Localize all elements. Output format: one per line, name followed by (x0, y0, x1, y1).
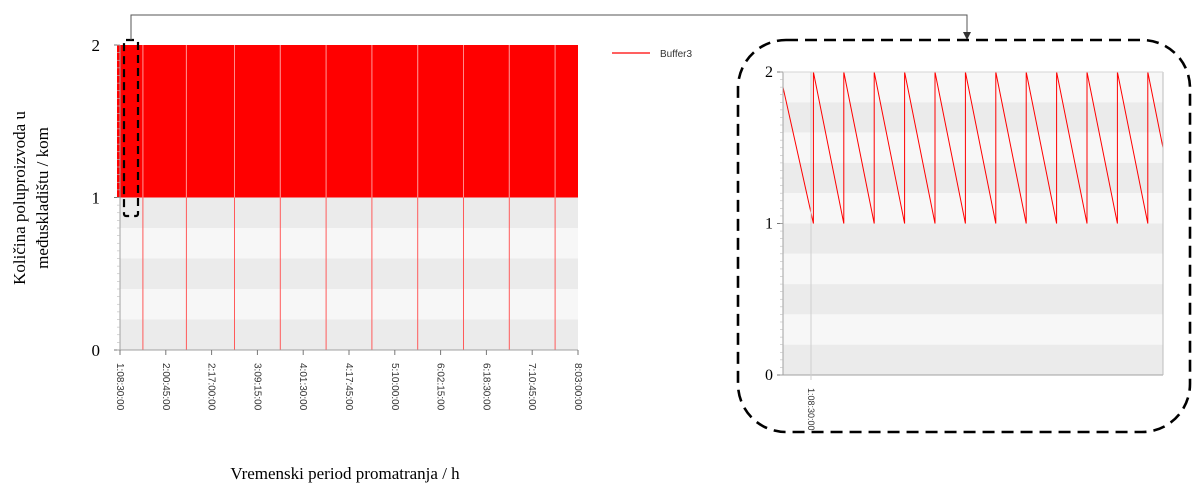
grid-band (783, 193, 1163, 224)
grid-band (783, 284, 1163, 315)
grid-band (783, 314, 1163, 345)
y-tick-label: 0 (92, 341, 101, 360)
y-tick-label: 1 (92, 189, 101, 208)
x-tick-label: 6:18:30:00 (480, 363, 491, 411)
series-buffer3-line (782, 71, 1164, 224)
y-tick-label: 2 (765, 64, 773, 81)
x-tick-label: 1:08:30:00 (114, 363, 125, 411)
zoomed-chart: 0 1 2 1:08:30:00 (736, 38, 1192, 434)
x-tick-label: 2:00:45:00 (160, 363, 171, 411)
grid-band (783, 223, 1163, 254)
y-tick-label: 0 (765, 367, 773, 384)
zoomed-chart-series-buffer3 (782, 71, 1164, 224)
x-tick-label: 7:10:45:00 (526, 363, 537, 411)
x-tick-label: 5:10:00:00 (389, 363, 400, 411)
main-chart-series-buffer3 (117, 45, 578, 350)
y-tick-label: 1 (765, 216, 773, 233)
main-chart-y-label-line1: Količina poluproizvoda u (10, 111, 29, 285)
main-chart: 0 1 2 1:08:30:00 2:00:45:00 2:17:00:00 3:09:1… (10, 36, 692, 483)
grid-band (120, 319, 578, 350)
x-tick-label: 4:01:30:00 (297, 363, 308, 411)
main-chart-y-label-line2: međuskladištu / kom (33, 127, 52, 269)
grid-band (783, 253, 1163, 285)
grid-band (120, 289, 578, 320)
zoomed-chart-x-ticks: 1:08:30:00 (806, 72, 816, 431)
main-chart-y-ticks: 0 1 2 (92, 36, 120, 360)
zoom-callout-frame (736, 38, 1192, 434)
series-buffer3-dense-region (117, 45, 578, 198)
arrowhead-icon (963, 32, 971, 40)
y-tick-label: 2 (92, 36, 101, 55)
zoom-connector-arrow (130, 14, 971, 40)
main-chart-x-label: Vremenski period promatranja / h (230, 464, 460, 483)
main-chart-x-ticks: 1:08:30:00 2:00:45:00 2:17:00:00 3:09:15:00… (114, 350, 583, 411)
x-tick-label: 6:02:15:00 (435, 363, 446, 411)
grid-band (783, 162, 1163, 194)
legend: Buffer3 (612, 49, 692, 60)
x-tick-label: 8:03:00:00 (572, 363, 583, 411)
grid-band (783, 102, 1163, 133)
grid-band (120, 258, 578, 289)
x-tick-label: 2:17:00:00 (206, 363, 217, 411)
x-tick-label: 4:17:45:00 (343, 363, 354, 411)
zoomed-chart-y-ticks: 0 1 2 (765, 64, 783, 384)
x-tick-label: 1:08:30:00 (806, 388, 816, 431)
grid-band (783, 72, 1163, 103)
legend-label-buffer3: Buffer3 (660, 49, 692, 60)
grid-band (120, 197, 578, 228)
zoomed-chart-grid-bands (783, 72, 1163, 375)
grid-band (783, 344, 1163, 375)
x-tick-label: 3:09:15:00 (251, 363, 262, 411)
grid-band (120, 228, 578, 259)
grid-band (783, 132, 1163, 163)
